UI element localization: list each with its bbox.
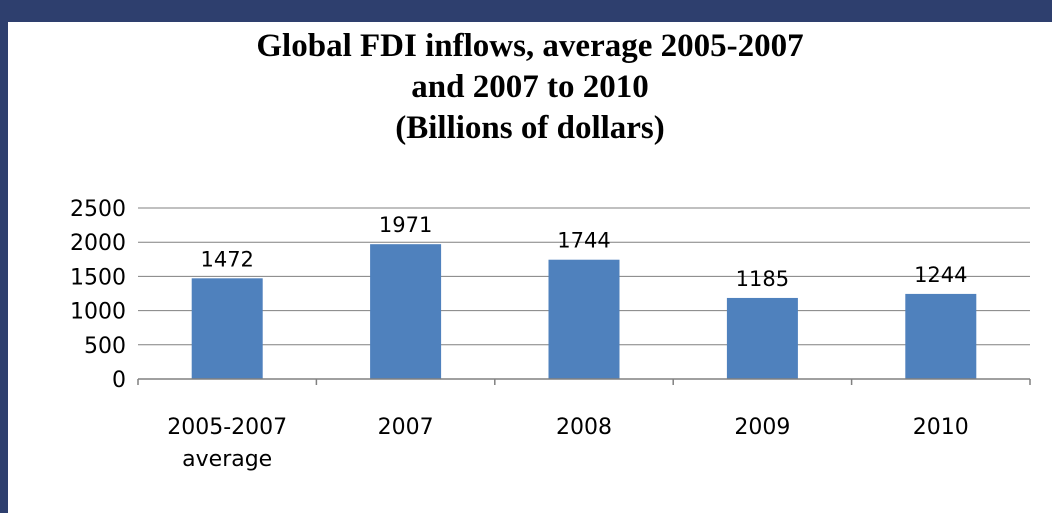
bar: [191, 278, 263, 379]
category-label: 2010: [913, 415, 969, 440]
category-label-line: 2008: [556, 415, 612, 440]
data-label: 1185: [736, 267, 789, 291]
y-tick-label: 2500: [70, 197, 126, 222]
y-tick-label: 0: [112, 368, 126, 393]
data-label: 1971: [379, 213, 432, 237]
gridlines: [138, 207, 1030, 346]
chart-title-line-1: Global FDI inflows, average 2005-2007: [256, 28, 804, 64]
chart-title-line-2: and 2007 to 2010: [411, 69, 649, 105]
chart-title-line-3: (Billions of dollars): [395, 110, 665, 146]
category-label: 2007: [378, 415, 434, 440]
data-label: 1744: [557, 229, 610, 253]
bar: [726, 297, 798, 379]
data-label: 1472: [200, 247, 253, 271]
y-tick-label: 500: [84, 334, 126, 359]
data-label: 1244: [914, 263, 967, 287]
category-label-line: average: [182, 447, 272, 472]
category-label: 2009: [734, 415, 790, 440]
y-tick-label: 2000: [70, 231, 126, 256]
category-label-line: 2010: [913, 415, 969, 440]
category-label: 2005-2007 average: [167, 415, 287, 472]
bar-chart: 0 500 1000 1500 2000 2500 1472 2005-2007 average…: [70, 197, 1031, 472]
category-label-line: 2009: [734, 415, 790, 440]
category-label-line: 2005-2007: [167, 415, 287, 440]
bars: [191, 244, 977, 379]
chart-title: Global FDI inflows, average 2005-2007 an…: [8, 26, 1052, 149]
slide-title-strip: [0, 0, 1052, 22]
y-tick-label: 1000: [70, 300, 126, 325]
category-label-line: 2007: [378, 415, 434, 440]
chart-panel: Global FDI inflows, average 2005-2007 an…: [8, 22, 1052, 513]
labels: 0 500 1000 1500 2000 2500 1472 2005-2007 average…: [70, 197, 969, 472]
bar: [370, 244, 442, 379]
bar: [905, 293, 977, 379]
category-label: 2008: [556, 415, 612, 440]
x-axis: [137, 378, 1031, 385]
y-tick-label: 1500: [70, 265, 126, 290]
bar: [548, 259, 620, 379]
